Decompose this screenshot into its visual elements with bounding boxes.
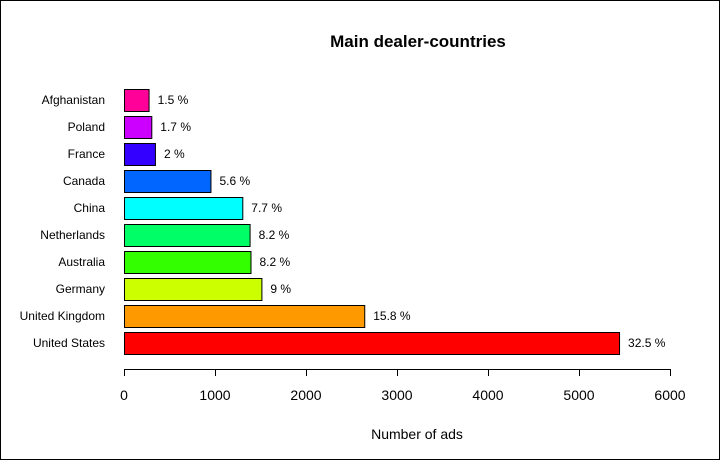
- bar-canada: [124, 170, 212, 193]
- data-label-canada: 5.6 %: [219, 174, 250, 188]
- x-tick-label: 5000: [563, 387, 594, 403]
- bars-group: United States 32.5 % United Kingdom 15.8 % G…: [20, 89, 666, 355]
- data-label-poland: 1.7 %: [160, 120, 191, 134]
- x-tick-label: 2000: [290, 387, 321, 403]
- x-tick-label: 3000: [381, 387, 412, 403]
- category-label-united-states: United States: [33, 336, 105, 350]
- x-tick-label: 4000: [472, 387, 503, 403]
- bar-united-states: [124, 332, 621, 355]
- x-tick-label: 1000: [199, 387, 230, 403]
- category-label-china: China: [74, 201, 106, 215]
- data-label-united-states: 32.5 %: [628, 336, 666, 350]
- data-label-netherlands: 8.2 %: [259, 228, 290, 242]
- category-label-germany: Germany: [56, 282, 105, 296]
- bar-afghanistan: [124, 89, 150, 112]
- category-label-france: France: [68, 147, 106, 161]
- category-label-united-kingdom: United Kingdom: [20, 309, 105, 323]
- category-label-australia: Australia: [58, 255, 105, 269]
- data-label-france: 2 %: [164, 147, 185, 161]
- data-label-germany: 9 %: [270, 282, 291, 296]
- x-tick-label: 6000: [654, 387, 685, 403]
- bar-australia: [124, 251, 252, 274]
- bar-germany: [124, 278, 263, 301]
- bar-poland: [124, 116, 153, 139]
- data-label-united-kingdom: 15.8 %: [373, 309, 411, 323]
- data-label-australia: 8.2 %: [259, 255, 290, 269]
- category-label-canada: Canada: [63, 174, 105, 188]
- bar-netherlands: [124, 224, 251, 247]
- bar-france: [124, 143, 156, 166]
- bar-united-kingdom: [124, 305, 366, 328]
- x-axis: 0 1000 2000 3000 4000 5000 6000: [120, 369, 686, 403]
- category-label-netherlands: Netherlands: [40, 228, 105, 242]
- bar-china: [124, 197, 244, 220]
- category-label-poland: Poland: [68, 120, 105, 134]
- x-axis-label: Number of ads: [371, 426, 463, 442]
- x-tick-label: 0: [120, 387, 128, 403]
- chart-title: Main dealer-countries: [330, 32, 506, 51]
- data-label-china: 7.7 %: [251, 201, 282, 215]
- category-label-afghanistan: Afghanistan: [42, 93, 105, 107]
- data-label-afghanistan: 1.5 %: [158, 93, 189, 107]
